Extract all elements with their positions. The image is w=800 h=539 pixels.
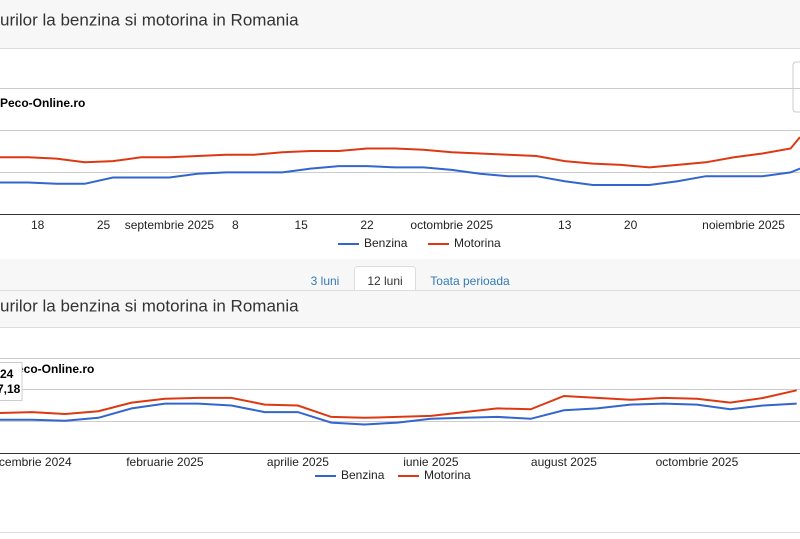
x-tick-label: 15 — [294, 218, 308, 232]
series-line — [0, 389, 797, 419]
x-tick-label: ecembrie 2024 — [0, 455, 72, 469]
x-tick-label: 13 — [558, 218, 572, 232]
legend-label: Benzina — [341, 468, 385, 482]
series-line — [0, 136, 800, 169]
menu-button[interactable] — [792, 61, 800, 113]
tab[interactable]: 12 luni — [367, 274, 402, 288]
legend-label: Motorina — [454, 236, 501, 250]
x-tick-label: februarie 2025 — [126, 455, 204, 469]
legend-label: Motorina — [424, 468, 471, 482]
x-tick-label: septembrie 2025 — [125, 218, 215, 232]
x-tick-label: 22 — [360, 218, 374, 232]
tooltip-value: 7,18 — [0, 382, 21, 396]
x-tick-label: iunie 2025 — [403, 455, 459, 469]
series-line — [0, 165, 800, 186]
series-line — [0, 402, 797, 426]
tooltip-title: 24 — [0, 367, 14, 381]
legend-label: Benzina — [364, 236, 408, 250]
x-tick-label: 18 — [31, 218, 45, 232]
x-tick-label: octombrie 2025 — [410, 218, 493, 232]
x-tick-label: 8 — [232, 218, 239, 232]
x-tick-label: aprilie 2025 — [267, 455, 329, 469]
panel-header — [0, 0, 800, 48]
tab[interactable]: 3 luni — [311, 274, 340, 288]
x-tick-label: noiembrie 2025 — [702, 218, 785, 232]
watermark: Peco-Online.ro — [0, 96, 85, 110]
panel-title: urilor la benzina si motorina in Romania — [0, 10, 299, 29]
tab[interactable]: Toata perioada — [430, 274, 510, 288]
x-tick-label: 20 — [624, 218, 638, 232]
x-tick-label: august 2025 — [531, 455, 597, 469]
panel-header — [0, 291, 800, 328]
x-tick-label: octombrie 2025 — [656, 455, 739, 469]
tooltip — [0, 362, 23, 401]
x-tick-label: 25 — [97, 218, 111, 232]
panel-title: urilor la benzina si motorina in Romania — [0, 296, 299, 315]
watermark: Peco-Online.ro — [9, 362, 94, 376]
